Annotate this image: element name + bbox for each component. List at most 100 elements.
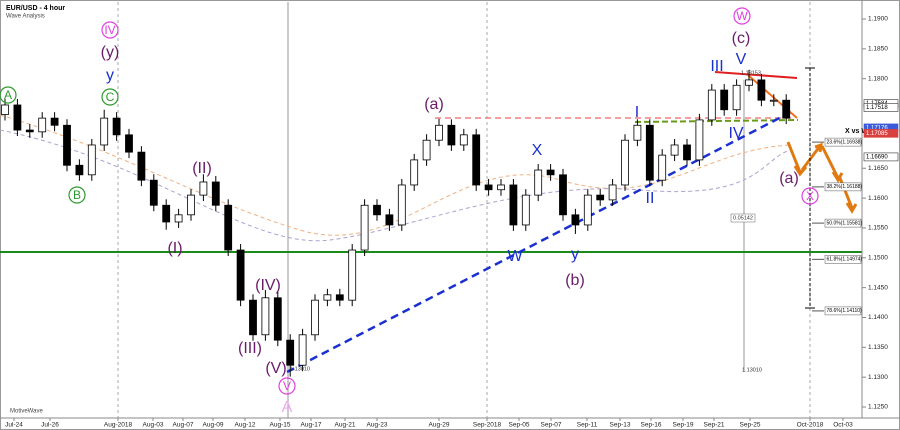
wave-label: IV xyxy=(728,125,743,142)
wave-circle xyxy=(733,7,751,25)
wave-circle xyxy=(68,186,86,204)
candle-body xyxy=(695,119,704,161)
wave-label: (III) xyxy=(238,340,262,357)
candle-body xyxy=(249,299,257,336)
wave-label: (IV) xyxy=(255,277,281,294)
price-box-label: 1.17085 xyxy=(866,131,888,137)
y-tick-label: 1.1850 xyxy=(868,46,888,53)
candle-body xyxy=(125,134,133,153)
x-tick-label: Aug-15 xyxy=(270,422,291,429)
candle-body xyxy=(757,79,766,101)
candle-body xyxy=(645,124,654,181)
x-tick-label: Sep-07 xyxy=(541,422,562,429)
wave-label: (II) xyxy=(192,160,212,177)
trendline xyxy=(286,108,796,374)
wave-label: (V) xyxy=(265,360,286,377)
fib-label: 38.2%(1.16188) xyxy=(827,184,863,190)
x-tick-label: Sep-19 xyxy=(673,422,694,429)
chart-title: EUR/USD - 4 hour xyxy=(6,5,65,12)
candle-body xyxy=(261,297,270,336)
candle-body xyxy=(236,249,245,301)
candle-body xyxy=(273,297,282,341)
wave-label: C xyxy=(106,90,115,104)
x-tick-label: Aug-03 xyxy=(143,422,164,429)
candle-body xyxy=(782,99,791,119)
candle-body xyxy=(75,164,84,176)
candle-body xyxy=(174,214,183,223)
wave-label: y xyxy=(571,246,579,263)
x-tick-label: Sep-21 xyxy=(704,422,725,429)
candle-body xyxy=(633,124,642,141)
candle-body xyxy=(149,179,158,206)
wave-label: A xyxy=(282,399,293,416)
candle-body xyxy=(224,204,233,251)
candle-body xyxy=(348,249,357,301)
wave-label: y xyxy=(106,67,114,84)
wave-label: V xyxy=(736,51,747,68)
candle-body xyxy=(608,184,617,201)
wave-label: II xyxy=(646,190,655,207)
candle-body xyxy=(162,204,171,223)
candle-body xyxy=(571,214,580,226)
wave-label: B xyxy=(73,188,81,202)
candle-body xyxy=(137,151,146,181)
candle-body xyxy=(298,334,307,366)
measure-label: 1.13010 xyxy=(290,366,310,372)
y-tick-label: 1.1300 xyxy=(868,374,888,381)
x-tick-label: Aug-21 xyxy=(335,422,356,429)
wave-label: X xyxy=(806,189,814,203)
wave-label: (I) xyxy=(167,240,182,257)
y-tick-label: 1.1650 xyxy=(868,165,888,172)
x-tick-label: Sep-2018 xyxy=(473,422,502,429)
candle-body xyxy=(658,154,667,181)
x-tick-label: Aug-12 xyxy=(235,422,256,429)
y-tick-label: 1.1450 xyxy=(868,284,888,291)
candle-body xyxy=(559,174,567,216)
measure-label: 1.18153 xyxy=(741,70,761,76)
x-tick-label: Sep-13 xyxy=(610,422,631,429)
price-box xyxy=(863,129,899,138)
wave-circle xyxy=(101,21,119,39)
fib-box xyxy=(824,182,862,192)
wave-label: III xyxy=(710,58,723,75)
candle-body xyxy=(25,129,34,133)
y-tick-label: 1.1600 xyxy=(868,195,888,202)
y-tick-label: 1.1350 xyxy=(868,344,888,351)
x-tick-label: Jul-24 xyxy=(5,422,23,429)
x-tick-label: Aug-29 xyxy=(429,422,450,429)
candle-body xyxy=(63,124,71,166)
candle-body xyxy=(373,204,381,216)
arrow-heads xyxy=(793,142,858,214)
candle-body xyxy=(187,194,195,216)
y-tick-label: 1.1500 xyxy=(868,255,888,262)
candle-body xyxy=(459,134,468,146)
candle-body xyxy=(472,134,481,186)
wave-circle xyxy=(101,88,119,106)
y-tick-label: 1.1550 xyxy=(868,225,888,232)
price-box xyxy=(863,103,899,112)
x-tick-label: Sep-16 xyxy=(641,422,662,429)
candle-body xyxy=(497,184,505,191)
price-box-label: 1.17176 xyxy=(866,125,888,131)
candle-body xyxy=(410,159,419,186)
x-tick-label: Aug-09 xyxy=(203,422,224,429)
candle-body xyxy=(211,181,220,206)
x-tick-label: Aug-2018 xyxy=(104,422,133,429)
candle-body xyxy=(112,117,121,136)
wave-label: A xyxy=(4,88,12,102)
neckline xyxy=(634,119,799,123)
candle-body xyxy=(360,204,369,251)
measure-label: 1.13010 xyxy=(742,367,762,373)
wave-label: X xyxy=(532,142,543,159)
candle-body xyxy=(13,104,22,131)
forecast-arrows xyxy=(786,141,858,214)
x-tick-label: Aug-17 xyxy=(301,422,322,429)
fib-label: 61.8%(1.14974) xyxy=(827,257,863,263)
x-tick-label: Sep-11 xyxy=(577,422,598,429)
plot xyxy=(1,69,791,377)
triangle-top xyxy=(714,71,798,79)
price-box-label: 1.16690 xyxy=(866,154,888,160)
footer: MotiveWave xyxy=(10,409,43,415)
candle-body xyxy=(435,124,443,141)
